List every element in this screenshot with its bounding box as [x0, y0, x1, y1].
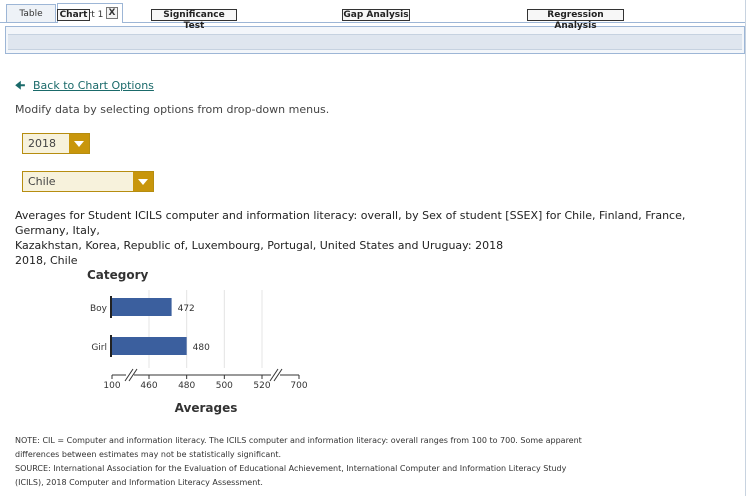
chart-button[interactable]: Chart — [57, 9, 90, 21]
notes: NOTE: CIL = Computer and information lit… — [15, 434, 715, 490]
gap-analysis-button[interactable]: Gap Analysis — [342, 9, 410, 21]
x-tick-label: 460 — [140, 381, 157, 391]
bar-boy — [112, 298, 172, 316]
chevron-down-icon[interactable] — [69, 134, 89, 153]
year-dropdown[interactable]: 2018 — [22, 133, 90, 154]
country-dropdown-value: Chile — [28, 175, 56, 188]
note-line-2: differences between estimates may not be… — [15, 450, 282, 459]
category-label: Boy — [90, 304, 108, 314]
year-dropdown-value: 2018 — [28, 137, 56, 150]
note-line-1: NOTE: CIL = Computer and information lit… — [15, 436, 582, 445]
source-line-2: (ICILS), 2018 Computer and Information L… — [15, 478, 263, 487]
category-axis-title: Category — [87, 268, 149, 282]
axis-break — [269, 368, 279, 382]
analysis-toolbar — [5, 26, 745, 54]
bar-chart: Category Boy 472 Girl 480 100 460 480 500 520 70… — [0, 262, 753, 422]
tab-table[interactable]: Table — [6, 4, 56, 22]
axis-break — [128, 368, 138, 382]
chart-svg: Category Boy 472 Girl 480 100 460 480 500 520 70… — [87, 268, 308, 415]
data-label: 480 — [193, 343, 210, 353]
chart-bars: Boy 472 Girl 480 — [90, 296, 210, 357]
caption-line-3: 2018, Chile — [15, 254, 78, 267]
x-tick-label: 480 — [178, 381, 195, 391]
x-axis-title: Averages — [175, 401, 238, 415]
chart-caption: Averages for Student ICILS computer and … — [15, 208, 735, 268]
bar-girl — [112, 337, 187, 355]
axis-break — [124, 368, 134, 382]
toolbar-strip — [8, 34, 742, 50]
tab-bar-divider — [0, 22, 745, 23]
arrow-left-icon: 🠈 — [15, 79, 26, 92]
back-link-text[interactable]: Back to Chart Options — [33, 79, 154, 92]
chevron-down-icon[interactable] — [133, 172, 153, 191]
x-tick-label: 520 — [253, 381, 270, 391]
chart-axis: 100 460 480 500 520 700 — [103, 368, 308, 391]
significance-test-button[interactable]: Significance Test — [151, 9, 237, 31]
country-dropdown[interactable]: Chile — [22, 171, 154, 192]
caption-line-2: Kazakhstan, Korea, Republic of, Luxembou… — [15, 239, 504, 252]
x-tick-label: 700 — [290, 381, 307, 391]
panel-border — [745, 0, 746, 496]
instruction-text: Modify data by selecting options from dr… — [15, 103, 330, 116]
data-label: 472 — [178, 304, 195, 314]
x-tick-label: 100 — [103, 381, 120, 391]
x-tick-label: 500 — [216, 381, 233, 391]
category-label: Girl — [91, 343, 107, 353]
regression-analysis-button[interactable]: Regression Analysis — [527, 9, 624, 31]
close-icon[interactable]: X — [106, 7, 118, 19]
caption-line-1: Averages for Student ICILS computer and … — [15, 209, 686, 237]
source-line-1: SOURCE: International Association for th… — [15, 464, 567, 473]
axis-break — [273, 368, 283, 382]
back-to-chart-options[interactable]: 🠈 Back to Chart Options — [15, 77, 154, 96]
